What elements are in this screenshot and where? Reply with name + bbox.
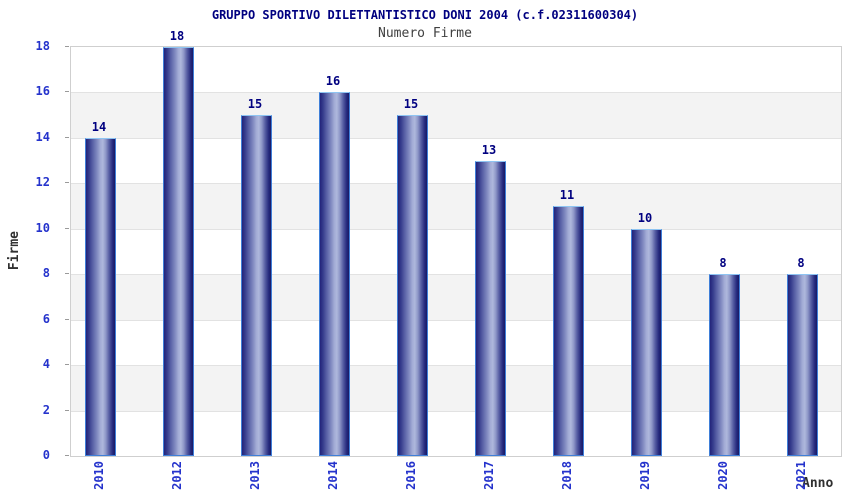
bar-value-label: 14: [91, 119, 107, 134]
y-axis-title: Firme: [6, 230, 22, 271]
gridline: [71, 410, 841, 412]
gridline: [71, 365, 841, 367]
gridline: [71, 228, 841, 230]
y-tick-mark: [65, 182, 69, 184]
plot-band: [71, 137, 841, 184]
bar-value-label: 13: [481, 142, 497, 157]
gridline: [71, 274, 841, 276]
x-tick-label: 2017: [482, 461, 496, 490]
bar: [630, 228, 662, 456]
plot-area: [70, 46, 842, 457]
chart-subtitle: Numero Firme: [378, 26, 472, 41]
y-tick-label: 6: [42, 311, 50, 326]
bar: [396, 115, 428, 456]
y-tick-mark: [65, 273, 69, 275]
y-axis-title-strip: Firme: [4, 46, 24, 455]
y-tick-mark: [65, 227, 69, 229]
bar: [318, 92, 350, 456]
bar: [162, 47, 194, 456]
y-tick-label: 4: [42, 357, 50, 372]
y-tick-mark: [65, 364, 69, 366]
y-tick-mark: [65, 91, 69, 93]
bar: [786, 274, 818, 456]
x-tick-label: 2020: [716, 461, 730, 490]
y-tick-label: 14: [35, 129, 50, 144]
x-tick-label: 2019: [638, 461, 652, 490]
plot-band: [71, 47, 841, 93]
gridline: [71, 183, 841, 185]
y-tick-label: 12: [35, 175, 50, 190]
x-tick-label: 2018: [560, 461, 574, 490]
bar-value-label: 8: [797, 256, 805, 271]
y-tick-mark: [65, 455, 69, 456]
bar: [474, 160, 506, 456]
y-tick-mark: [65, 136, 69, 138]
bar-value-label: 16: [325, 74, 341, 89]
bar-value-label: 15: [403, 97, 419, 112]
y-tick-label: 18: [35, 39, 50, 53]
bar: [552, 206, 584, 456]
x-tick-label: 2010: [92, 461, 106, 490]
bar-value-label: 18: [169, 29, 185, 43]
y-tick-label: 2: [42, 402, 50, 417]
bar-value-label: 11: [559, 188, 575, 203]
y-tick-label: 16: [35, 84, 50, 99]
y-tick-mark: [65, 46, 69, 47]
y-tick-label: 0: [42, 448, 50, 462]
gridline: [71, 92, 841, 94]
bar: [84, 137, 116, 456]
plot-band: [71, 228, 841, 275]
bar-value-label: 8: [719, 256, 727, 271]
bar-value-label: 10: [637, 210, 653, 225]
gridline: [71, 319, 841, 321]
x-tick-label: 2014: [326, 461, 340, 490]
bar-value-label: 15: [247, 97, 263, 112]
y-tick-label: 10: [35, 220, 50, 235]
gridline: [71, 137, 841, 139]
x-tick-label: 2016: [404, 461, 418, 490]
y-tick-mark: [65, 409, 69, 411]
y-tick-label: 8: [42, 266, 50, 281]
y-tick-mark: [65, 318, 69, 320]
plot-band: [71, 183, 841, 229]
chart-title: GRUPPO SPORTIVO DILETTANTISTICO DONI 200…: [211, 8, 639, 22]
plot-band: [71, 92, 841, 138]
x-tick-label: 2012: [170, 461, 184, 490]
x-tick-label: 2021: [794, 461, 808, 490]
bar: [240, 115, 272, 456]
x-axis-title: Anno: [802, 476, 834, 491]
bar: [708, 274, 740, 456]
x-tick-label: 2013: [248, 461, 262, 490]
